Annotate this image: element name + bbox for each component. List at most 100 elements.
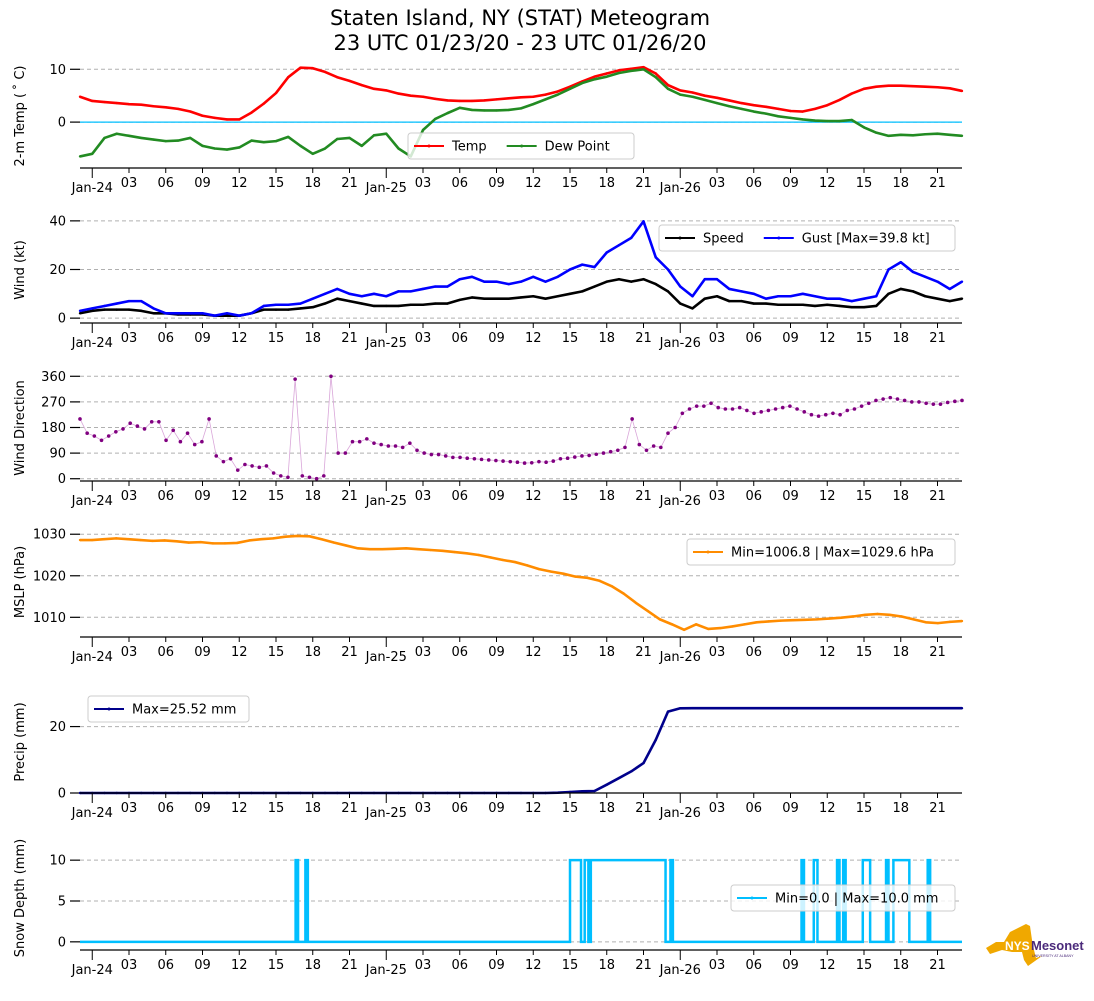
- data-point: [691, 95, 694, 98]
- y-tick-label: 90: [49, 447, 66, 462]
- data-point: [850, 305, 853, 309]
- data-point: [654, 738, 657, 742]
- data-point: [875, 131, 878, 134]
- x-tick-label: 06: [451, 801, 468, 816]
- data-point: [740, 299, 743, 303]
- data-point: [271, 471, 276, 475]
- data-point: [348, 299, 351, 303]
- x-tick-label: 15: [268, 176, 285, 191]
- chart-title: Staten Island, NY (STAT) Meteogram 23 UT…: [0, 6, 1040, 56]
- x-tick-label: 12: [819, 801, 836, 816]
- data-point: [470, 99, 474, 103]
- x-tick-label: 15: [268, 801, 285, 816]
- data-point: [617, 278, 621, 281]
- data-point: [287, 308, 290, 311]
- data-point: [348, 292, 351, 296]
- data-point: [272, 537, 275, 540]
- data-point: [519, 107, 523, 110]
- data-point: [135, 424, 140, 428]
- x-major-tick-label: Jan-25: [365, 806, 407, 821]
- data-point: [470, 296, 474, 299]
- y-tick-label: 180: [41, 421, 66, 436]
- data-point: [85, 431, 89, 435]
- data-point: [483, 109, 486, 112]
- data-point: [875, 304, 878, 308]
- data-point: [617, 243, 621, 247]
- x-major-tick-label: Jan-25: [365, 181, 407, 196]
- data-point: [322, 474, 326, 478]
- data-point: [332, 541, 335, 544]
- legend: Min=1006.8 | Max=1029.6 hPa: [686, 538, 956, 566]
- data-point: [586, 576, 589, 580]
- data-point: [537, 459, 541, 464]
- data-point: [816, 414, 821, 418]
- x-tick-label: 12: [525, 331, 542, 346]
- data-point: [429, 548, 432, 552]
- legend-label: Min=1006.8 | Max=1029.6 hPa: [731, 546, 934, 561]
- data-point: [235, 468, 240, 472]
- data-point: [360, 144, 363, 148]
- data-point: [434, 117, 437, 121]
- data-point: [605, 280, 608, 283]
- data-point: [472, 457, 477, 461]
- series-temp: [78, 65, 964, 121]
- data-point: [617, 776, 621, 780]
- data-point: [617, 69, 621, 72]
- y-tick-label: 0: [58, 312, 66, 327]
- data-point: [314, 476, 319, 481]
- data-point: [924, 621, 927, 624]
- data-point: [164, 312, 167, 315]
- data-point: [899, 261, 902, 264]
- data-point: [128, 421, 132, 426]
- data-point: [594, 452, 599, 457]
- data-point: [574, 575, 577, 578]
- legend: Temp Dew Point: [407, 132, 635, 160]
- data-point: [617, 71, 621, 75]
- data-point: [630, 67, 633, 70]
- x-tick-label: 03: [121, 958, 138, 973]
- x-tick-label: 18: [598, 958, 615, 973]
- data-point: [703, 98, 706, 102]
- data-point: [436, 452, 441, 457]
- x-tick-label: 21: [929, 801, 946, 816]
- data-point: [385, 89, 388, 92]
- data-point: [320, 538, 323, 541]
- data-point: [213, 147, 216, 150]
- data-point: [777, 115, 780, 118]
- legend: Min=0.0 | Max=10.0 mm: [730, 884, 956, 912]
- data-point: [323, 70, 327, 74]
- x-tick-label: 15: [856, 645, 873, 660]
- data-point: [92, 434, 97, 438]
- y-tick-label: 0: [58, 787, 66, 802]
- data-point: [728, 99, 731, 102]
- data-point: [293, 377, 297, 381]
- data-point: [654, 256, 657, 259]
- data-point: [679, 93, 682, 96]
- data-point: [931, 402, 936, 406]
- data-point: [544, 93, 547, 96]
- data-point: [360, 295, 363, 298]
- data-point: [262, 308, 265, 311]
- data-point: [960, 297, 964, 300]
- data-point: [140, 299, 143, 303]
- data-point: [507, 297, 510, 300]
- x-tick-label: 15: [856, 331, 873, 346]
- data-point: [826, 297, 829, 300]
- x-major-tick-label: Jan-24: [71, 963, 113, 978]
- data-point: [344, 544, 348, 547]
- y-axis-label: Precip (mm): [13, 702, 28, 781]
- data-point: [936, 707, 939, 710]
- data-point: [924, 85, 927, 88]
- x-tick-label: 18: [304, 801, 321, 816]
- data-point: [608, 449, 613, 454]
- data-point: [902, 398, 907, 403]
- data-point: [716, 405, 720, 410]
- y-axis-label: Snow Depth (mm): [13, 839, 28, 957]
- legend-label: Speed: [703, 232, 744, 247]
- panel-snow-depth: 0 5 10 Snow Depth (mm) 03 06 09 12 15 18 21 03 06 09 1…: [13, 839, 962, 978]
- data-point: [446, 99, 449, 102]
- data-point: [532, 275, 535, 278]
- data-point: [299, 144, 302, 148]
- data-point: [507, 97, 510, 100]
- data-point: [323, 292, 327, 296]
